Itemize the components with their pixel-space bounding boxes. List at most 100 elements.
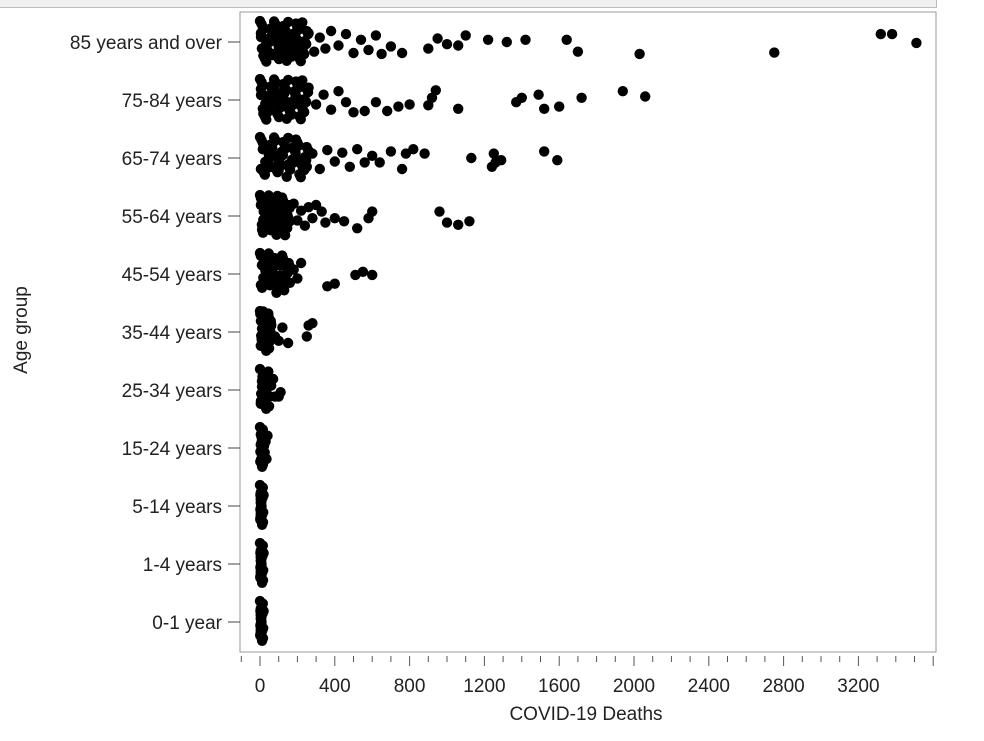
data-point [295, 257, 307, 269]
data-point [376, 48, 387, 60]
data-point [259, 90, 270, 101]
data-point [294, 155, 305, 166]
data-point [316, 206, 327, 217]
data-point [322, 144, 333, 156]
y-tick-label: 0-1 year [152, 613, 222, 634]
x-tick-label: 1200 [463, 676, 505, 697]
x-tick-label: 1600 [538, 676, 580, 697]
data-point [314, 163, 325, 175]
data-point [288, 198, 299, 209]
data-point [272, 190, 283, 202]
data-point [269, 85, 281, 96]
data-point [325, 104, 337, 115]
y-tick-label: 25-34 years [122, 381, 222, 402]
plot-area [239, 11, 937, 653]
data-point [266, 320, 277, 331]
data-point [329, 213, 340, 224]
data-point [359, 105, 370, 117]
data-point [572, 46, 584, 57]
data-point [310, 99, 322, 110]
data-point [314, 32, 325, 43]
x-tick-label: 400 [319, 676, 351, 697]
data-point [359, 157, 370, 168]
data-point [561, 34, 572, 45]
data-point [255, 547, 266, 559]
x-tick-label: 800 [394, 676, 426, 697]
x-tick-label: 2800 [762, 676, 804, 697]
data-point [617, 86, 628, 97]
data-point [482, 34, 494, 45]
x-tick-label: 2000 [613, 676, 655, 697]
data-point [261, 56, 272, 67]
data-point [318, 89, 329, 100]
data-point [267, 373, 279, 385]
data-point [262, 430, 273, 441]
data-point [256, 627, 267, 639]
data-point [911, 37, 922, 49]
data-point [270, 77, 281, 88]
data-point [282, 159, 294, 170]
data-point [464, 216, 475, 227]
data-point [396, 47, 408, 59]
data-point [277, 221, 288, 233]
data-point [329, 156, 340, 167]
data-point [552, 155, 563, 166]
data-point [423, 43, 434, 54]
data-point [460, 30, 471, 41]
data-point [309, 46, 320, 57]
data-point [576, 92, 587, 104]
data-point [267, 50, 279, 61]
data-point [367, 269, 378, 281]
data-point [333, 86, 344, 97]
data-point [432, 33, 443, 44]
y-tick-label: 55-64 years [122, 207, 222, 228]
data-point [299, 48, 310, 60]
data-point [255, 605, 266, 617]
data-point [292, 23, 303, 34]
data-point [260, 256, 271, 267]
data-point [277, 30, 288, 41]
y-tick-label: 65-74 years [122, 149, 222, 170]
data-point [261, 453, 272, 465]
data-point [270, 135, 281, 146]
data-point [520, 34, 531, 45]
data-point [299, 220, 311, 231]
data-point [516, 92, 527, 104]
data-point [396, 163, 408, 175]
data-point [325, 25, 337, 37]
data-point [283, 74, 294, 86]
data-point [282, 337, 294, 349]
data-point [453, 103, 464, 115]
data-point [307, 318, 318, 329]
data-point [340, 28, 352, 40]
data-point [363, 44, 374, 56]
data-point [288, 45, 299, 56]
data-point [290, 92, 301, 104]
data-point [284, 34, 296, 45]
data-point [295, 100, 307, 111]
data-point [266, 97, 277, 108]
data-point [367, 206, 378, 217]
data-point [466, 152, 477, 164]
y-tick-label: 75-84 years [122, 91, 222, 112]
data-point [539, 146, 550, 157]
data-point [297, 75, 308, 86]
data-point [273, 41, 284, 52]
data-point [419, 148, 430, 159]
x-axis-label: COVID-19 Deaths [509, 704, 662, 725]
x-tick-label: 0 [255, 676, 266, 697]
data-point [441, 217, 453, 228]
data-point [273, 335, 284, 346]
data-point [385, 146, 397, 157]
data-point [273, 111, 285, 123]
data-point [496, 155, 507, 166]
data-point [292, 273, 303, 284]
data-point [263, 140, 274, 151]
data-point [273, 165, 284, 176]
data-point [273, 204, 284, 215]
data-point [441, 39, 453, 50]
data-point [453, 40, 464, 51]
data-point [256, 511, 267, 523]
data-point [258, 372, 269, 383]
data-point [301, 161, 312, 172]
